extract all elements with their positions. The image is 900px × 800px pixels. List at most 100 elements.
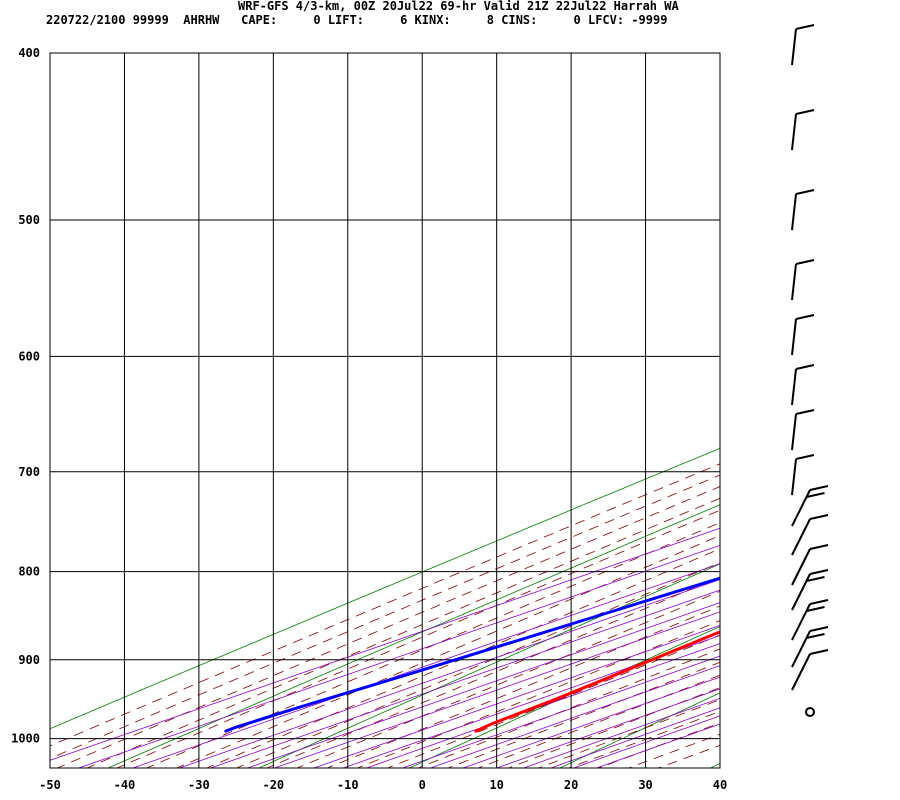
wind-barb-feather (809, 649, 829, 655)
pressure-tick-label: 400 (18, 46, 40, 60)
mixing-ratio-line (429, 665, 720, 768)
pressure-tick-label: 900 (18, 653, 40, 667)
mixing-ratio-line (522, 697, 720, 768)
calm-wind-circle (805, 707, 815, 717)
mixing-ratio-line (365, 643, 720, 768)
mixing-ratio-line (273, 611, 720, 768)
moist-adiabat-line (447, 661, 720, 768)
index-cape-value: 0 (313, 13, 321, 27)
moist-adiabat-line (205, 548, 720, 768)
background-lines (50, 0, 900, 782)
wind-barb-shaft (791, 518, 811, 556)
mixing-ratio-line (495, 688, 720, 768)
moist-adiabat-line (50, 463, 720, 747)
index-lift-label: LIFT: (327, 13, 364, 27)
moist-adiabat-line (115, 509, 720, 768)
moist-adiabat-line (86, 497, 720, 768)
wind-barb-feather (809, 544, 829, 550)
pressure-axis: 400 500 600 700 800 900 1000 (11, 46, 40, 746)
plot-border (49, 52, 721, 769)
temperature-tick-label: 10 (489, 778, 503, 792)
wind-barb-feather (795, 314, 815, 320)
temperature-tick-label: 40 (713, 778, 727, 792)
mixing-ratio-line (131, 563, 720, 768)
wind-barb-shaft (791, 368, 797, 406)
wind-barb-feather (806, 606, 825, 612)
pressure-tick-label: 1000 (11, 732, 40, 746)
wind-barb-shaft (791, 413, 797, 451)
wind-barb-shaft (791, 113, 797, 151)
dry-adiabat-line (832, 0, 900, 782)
temperature-profile-line (474, 630, 720, 733)
mixing-ratio-line (246, 602, 720, 768)
wind-barb-feather (795, 259, 815, 265)
moist-adiabat-line (477, 674, 720, 768)
index-lfcv-value: -9999 (631, 13, 668, 27)
wind-barb-feather (809, 626, 829, 632)
pressure-tick-label: 500 (18, 213, 40, 227)
pressure-tick-label: 700 (18, 465, 40, 479)
wind-barb-shaft (791, 458, 797, 496)
wind-barb-feather (795, 189, 815, 195)
moist-adiabat-line (326, 605, 720, 768)
dry-adiabat-line (50, 447, 720, 730)
moist-adiabat-line (356, 620, 720, 768)
pressure-tick-label: 600 (18, 349, 40, 363)
mixing-ratio-line (178, 579, 720, 768)
index-cape-label: CAPE: (241, 13, 278, 27)
temperature-axis: -50 -40 -30 -20 -10 0 10 20 30 40 (39, 778, 727, 792)
sounding-profiles (224, 576, 720, 733)
wind-barb-feather (795, 364, 815, 370)
index-kinx-value: 8 (486, 13, 495, 27)
moist-adiabat-line (657, 744, 720, 768)
index-lfcv-label: LFCV: (587, 13, 625, 27)
moist-adiabat-line (567, 710, 720, 768)
wind-barb-feather (806, 633, 825, 639)
index-kinx-label: KINX: (414, 13, 451, 27)
moist-adiabat-line (507, 687, 720, 768)
mixing-ratio-line (77, 544, 720, 768)
wind-barb-feather (809, 599, 829, 605)
mixing-ratio-line (50, 527, 720, 761)
wind-barb-feather (809, 485, 829, 491)
wind-barb-feather (795, 109, 815, 115)
dry-adiabat-line (257, 563, 720, 768)
temperature-tick-label: -40 (114, 778, 136, 792)
temperature-tick-label: -20 (262, 778, 284, 792)
moist-adiabat-line (386, 634, 720, 768)
wind-barb-feather (795, 24, 815, 30)
moist-adiabat-line (265, 576, 720, 768)
wind-barb-shaft (791, 653, 811, 691)
mixing-ratio-line (461, 676, 720, 768)
wind-barbs (791, 24, 829, 717)
wind-barb-feather (806, 492, 825, 498)
temperature-tick-label: -50 (39, 778, 61, 792)
chart-title: WRF-GFS 4/3-km, 00Z 20Jul22 69-hr Valid … (238, 0, 679, 13)
moist-adiabat-line (50, 474, 720, 759)
wind-barb-shaft (791, 193, 797, 231)
mixing-ratio-line (209, 589, 720, 768)
dry-adiabat-line (107, 504, 720, 768)
dewpoint-profile-line (224, 576, 720, 733)
station-id: AHRHW (183, 13, 220, 27)
wind-barb-feather (806, 576, 825, 582)
moist-adiabat-line (175, 535, 720, 768)
moist-adiabat-line (145, 522, 720, 768)
pressure-tick-label: 800 (18, 565, 40, 579)
dry-adiabat-line (559, 692, 720, 768)
wind-barb-feather (809, 514, 829, 520)
station-info-line: 220722/2100 99999 AHRHW CAPE: 0 LIFT: 6 … (46, 14, 667, 27)
mixing-ratio-line (572, 715, 720, 768)
plot-frame (49, 52, 721, 769)
mixing-ratio-line (401, 655, 720, 768)
wind-barb-shaft (791, 263, 797, 301)
temperature-tick-label: -30 (188, 778, 210, 792)
moist-adiabat-line (56, 486, 720, 768)
temperature-tick-label: 30 (638, 778, 652, 792)
index-cins-label: CINS: (501, 13, 538, 27)
wind-barb-feather (809, 569, 829, 575)
index-cins-value: 0 (573, 13, 581, 27)
moist-adiabat-line (235, 562, 720, 768)
wind-barb-feather (795, 409, 815, 415)
